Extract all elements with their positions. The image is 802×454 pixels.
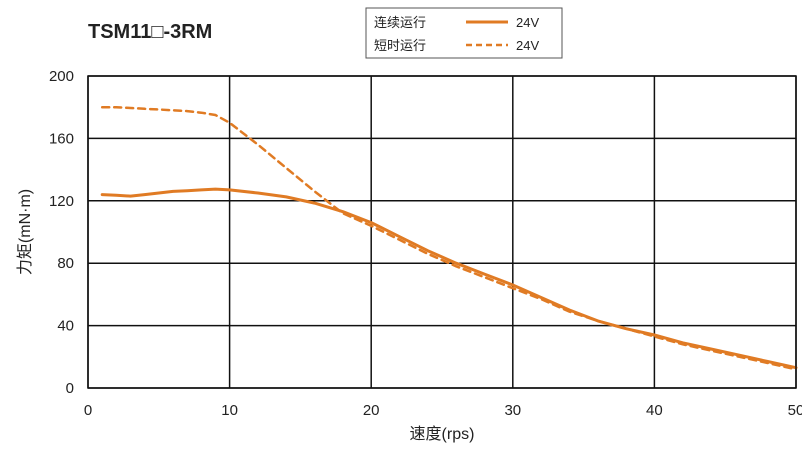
series-layer xyxy=(100,105,798,371)
x-tick-label: 20 xyxy=(363,402,380,419)
y-tick-label: 160 xyxy=(49,130,74,147)
legend-label-short: 短时运行 xyxy=(374,38,426,53)
legend-value-continuous: 24V xyxy=(516,15,539,30)
series-line-1 xyxy=(100,105,798,371)
y-tick-label: 40 xyxy=(57,318,74,335)
y-tick-label: 120 xyxy=(49,193,74,210)
legend-label-continuous: 连续运行 xyxy=(374,15,426,30)
x-axis-title: 速度(rps) xyxy=(410,425,475,443)
y-tick-label: 200 xyxy=(49,68,74,85)
x-tick-label: 50 xyxy=(788,402,802,419)
x-tick-label: 0 xyxy=(84,402,92,419)
y-axis-title: 力矩(mN·m) xyxy=(16,189,34,275)
legend-box xyxy=(365,7,563,59)
y-tick-label: 80 xyxy=(57,255,74,272)
chart-legend: 连续运行 24V 短时运行 24V xyxy=(365,7,563,59)
tick-labels: 0 10 20 30 40 50 0 40 80 120 160 200 xyxy=(49,68,802,419)
legend-value-short: 24V xyxy=(516,38,539,53)
series-line-0 xyxy=(100,187,798,370)
chart-title: TSM11□-3RM xyxy=(88,21,212,43)
grid xyxy=(87,75,797,389)
x-tick-label: 10 xyxy=(221,402,238,419)
plot-frame xyxy=(87,75,797,389)
x-tick-label: 30 xyxy=(504,402,521,419)
y-tick-label: 0 xyxy=(66,380,74,397)
x-tick-label: 40 xyxy=(646,402,663,419)
